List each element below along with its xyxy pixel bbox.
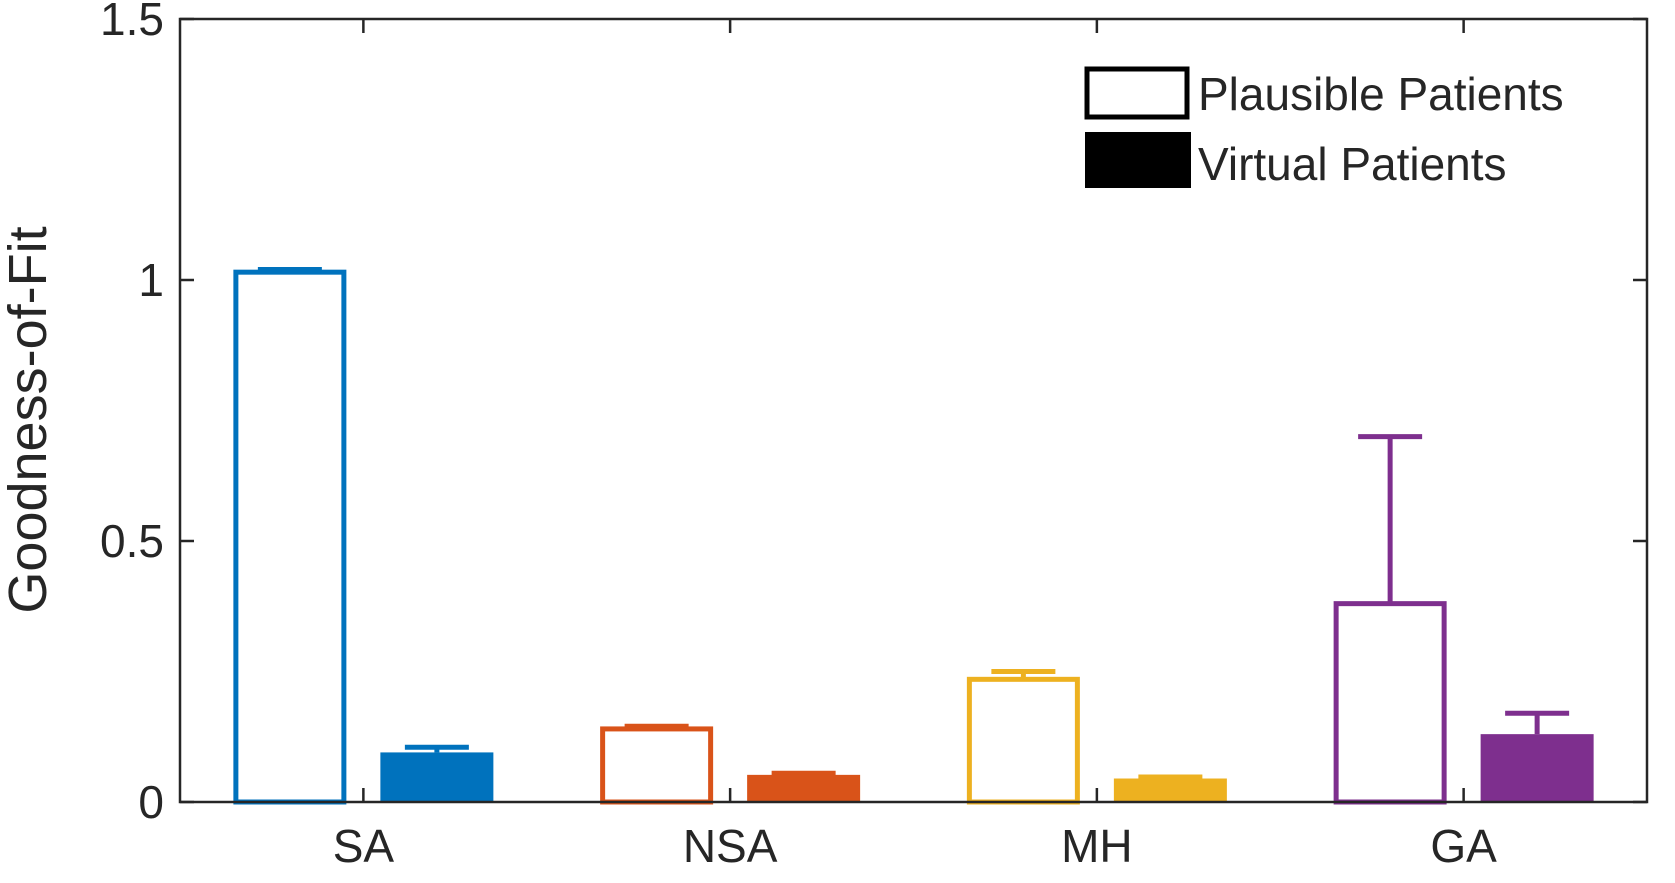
y-axis: 0 0.5 1 1.5 xyxy=(100,0,1647,828)
y-tick-label: 1 xyxy=(138,254,164,306)
bar-nsa-virtual xyxy=(747,774,861,802)
bar-ga-virtual xyxy=(1480,734,1594,802)
bar-sa-virtual xyxy=(380,752,494,802)
legend-label-plausible: Plausible Patients xyxy=(1198,68,1564,120)
bar-ga-plausible xyxy=(1333,601,1447,805)
bar-sa-plausible xyxy=(233,269,347,805)
bar-nsa-plausible xyxy=(600,726,714,805)
y-tick-label: 0 xyxy=(138,776,164,828)
plot-frame xyxy=(178,17,1649,804)
x-category-label: SA xyxy=(333,820,395,872)
bar-layer xyxy=(233,267,1594,805)
x-category-label: NSA xyxy=(683,820,778,872)
legend: Plausible Patients Virtual Patients xyxy=(1084,66,1564,190)
bar-mh-plausible xyxy=(966,676,1080,805)
x-axis: SA NSA MH GA xyxy=(333,19,1497,872)
x-category-label: MH xyxy=(1061,820,1133,872)
legend-swatch-virtual xyxy=(1085,132,1191,188)
legend-swatch-plausible xyxy=(1084,66,1190,120)
y-tick-label: 1.5 xyxy=(100,0,164,45)
bar-mh-virtual xyxy=(1113,778,1227,802)
x-category-label: GA xyxy=(1430,820,1497,872)
legend-label-virtual: Virtual Patients xyxy=(1198,138,1507,190)
y-tick-label: 0.5 xyxy=(100,515,164,567)
y-axis-label: Goodness-of-Fit xyxy=(0,226,58,613)
